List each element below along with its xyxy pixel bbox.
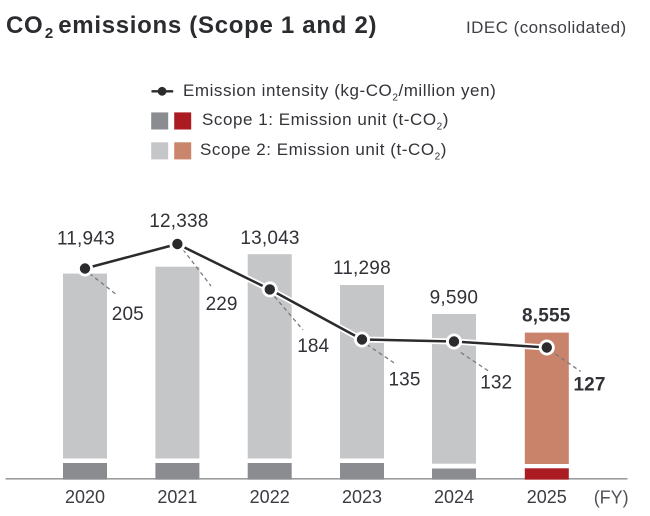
svg-text:135: 135: [389, 369, 421, 390]
svg-text:12,338: 12,338: [149, 211, 208, 232]
svg-text:2024: 2024: [434, 487, 474, 507]
svg-text:2023: 2023: [342, 487, 382, 507]
svg-text:8,555: 8,555: [522, 306, 571, 327]
svg-text:205: 205: [112, 304, 144, 325]
svg-text:9,590: 9,590: [430, 287, 479, 308]
svg-text:11,298: 11,298: [333, 258, 391, 279]
svg-text:229: 229: [206, 294, 238, 315]
svg-text:11,943: 11,943: [57, 229, 115, 250]
svg-text:184: 184: [297, 336, 329, 357]
svg-text:2020: 2020: [65, 487, 105, 507]
svg-text:127: 127: [574, 374, 606, 395]
svg-text:2021: 2021: [157, 487, 197, 507]
svg-text:2025: 2025: [527, 487, 567, 507]
svg-text:13,043: 13,043: [240, 228, 299, 249]
svg-text:132: 132: [480, 372, 512, 393]
svg-text:2022: 2022: [250, 487, 290, 507]
svg-text:(FY): (FY): [594, 488, 629, 508]
